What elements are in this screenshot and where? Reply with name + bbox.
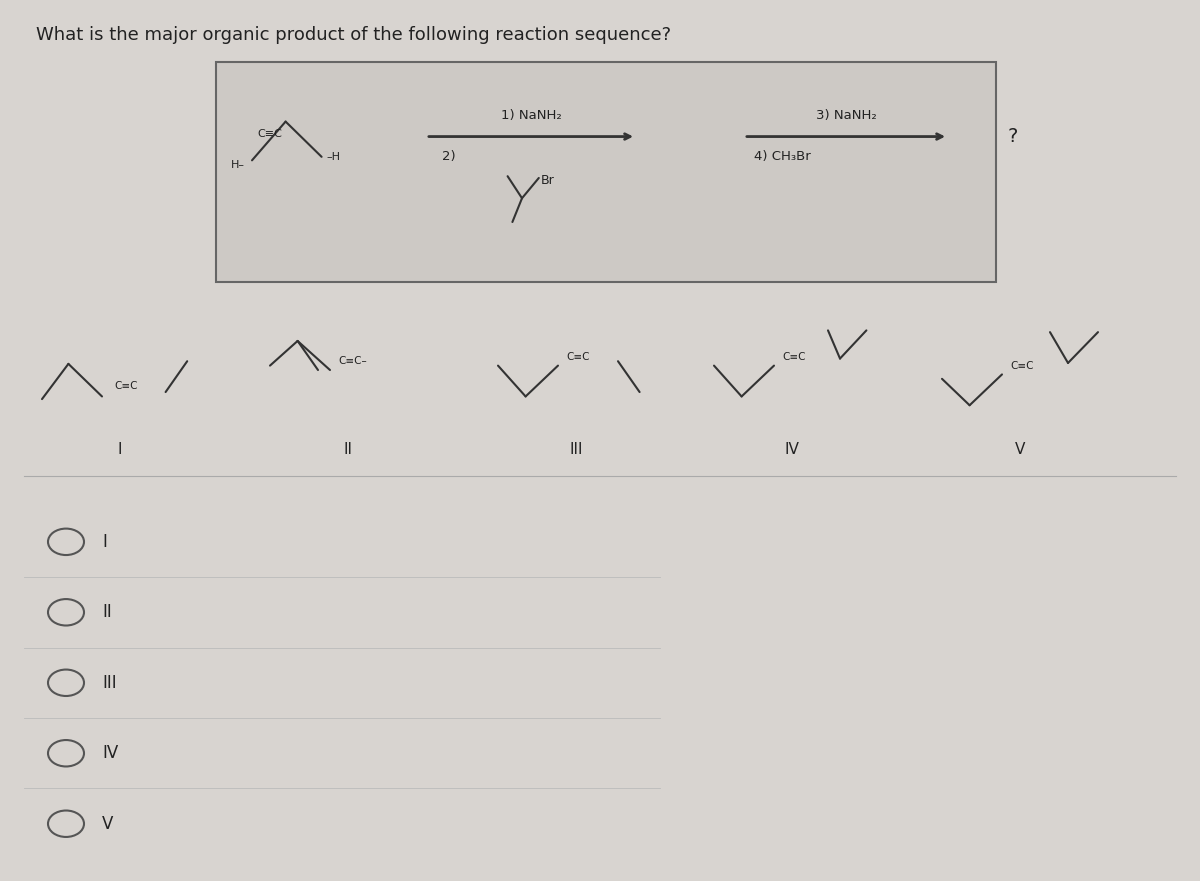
Text: 2): 2) <box>442 150 455 163</box>
Text: C≡C: C≡C <box>566 352 590 362</box>
Text: II: II <box>343 441 353 457</box>
Text: C≡C–: C≡C– <box>338 356 367 366</box>
Text: H–: H– <box>230 159 245 170</box>
Bar <box>216 62 996 282</box>
Text: IV: IV <box>785 441 799 457</box>
Text: I: I <box>102 533 107 551</box>
Text: I: I <box>118 441 122 457</box>
Text: III: III <box>569 441 583 457</box>
Text: III: III <box>102 674 116 692</box>
Text: ?: ? <box>1008 127 1019 146</box>
Text: C≡C: C≡C <box>782 352 806 362</box>
Text: What is the major organic product of the following reaction sequence?: What is the major organic product of the… <box>36 26 671 44</box>
Text: 1) NaNH₂: 1) NaNH₂ <box>502 108 562 122</box>
Text: 3) NaNH₂: 3) NaNH₂ <box>816 108 876 122</box>
Text: V: V <box>102 815 113 833</box>
Text: Br: Br <box>541 174 554 187</box>
Text: 4) CH₃Br: 4) CH₃Br <box>754 150 810 163</box>
Text: C≡C: C≡C <box>1010 360 1034 371</box>
Text: C≡C: C≡C <box>114 381 138 391</box>
Text: C≡C: C≡C <box>258 129 282 139</box>
Text: V: V <box>1015 441 1025 457</box>
Text: IV: IV <box>102 744 119 762</box>
Text: –H: –H <box>326 152 341 162</box>
Text: II: II <box>102 603 112 621</box>
